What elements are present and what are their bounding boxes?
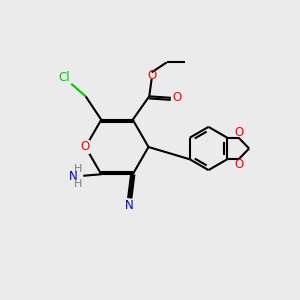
Text: O: O [234,126,243,139]
Text: Cl: Cl [59,70,70,84]
Text: H: H [74,179,82,189]
Text: O: O [80,140,89,154]
Text: O: O [147,69,156,82]
Text: N: N [125,199,134,212]
Text: H: H [74,164,82,174]
Text: O: O [172,91,182,104]
Text: N: N [69,170,77,183]
Text: O: O [234,158,243,171]
